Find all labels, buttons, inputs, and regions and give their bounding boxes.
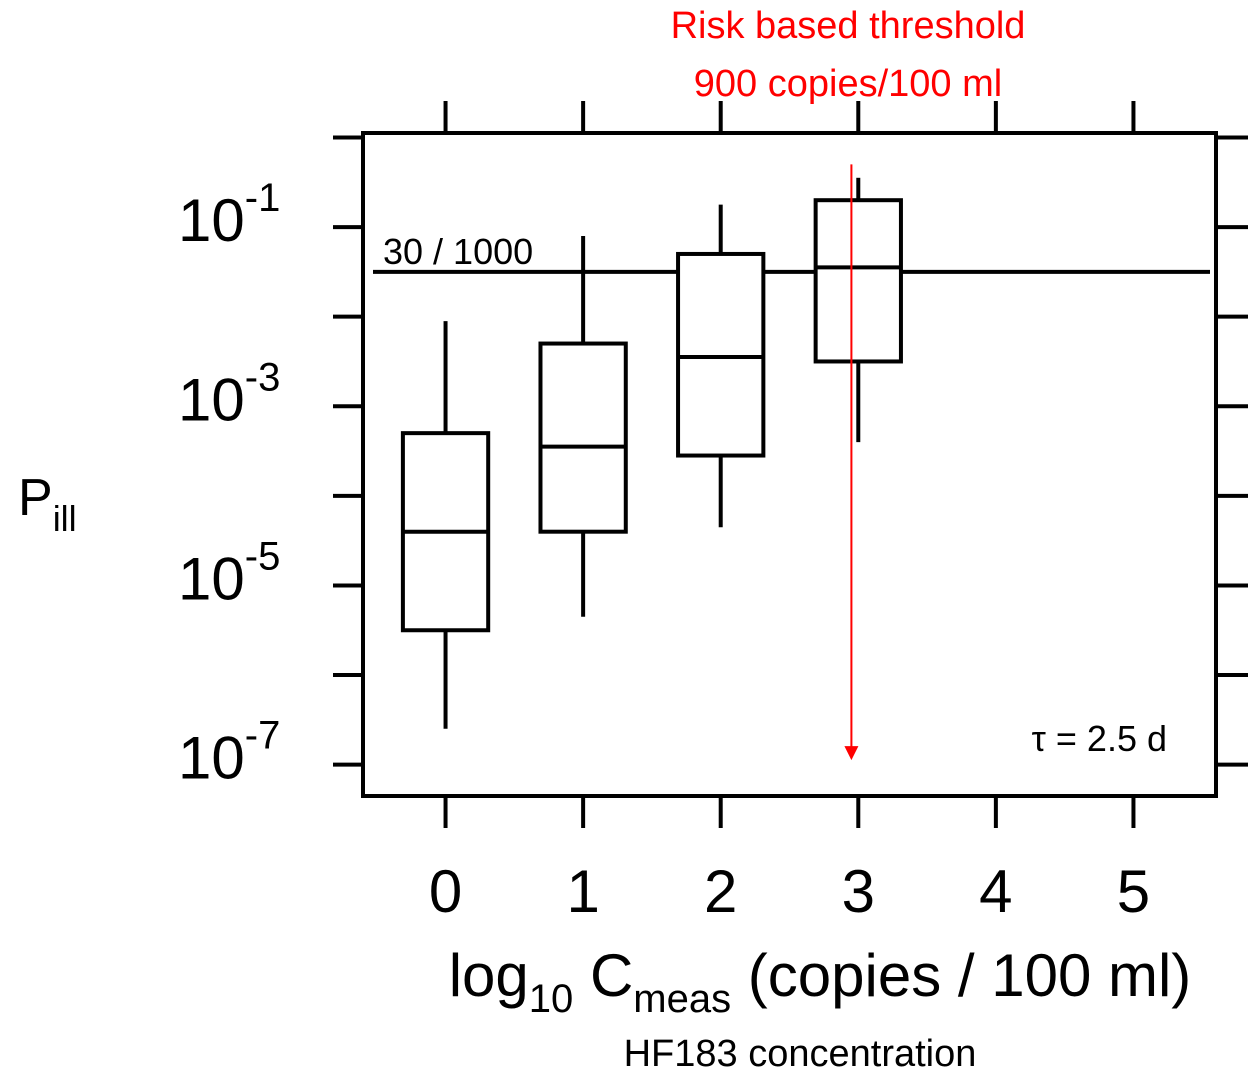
- tau-annotation: τ = 2.5 d: [1032, 718, 1167, 759]
- box-3: [813, 198, 903, 364]
- y-tick-label-0: 10-1: [178, 176, 280, 254]
- y-tick-label-exp-1: -3: [245, 355, 281, 399]
- y-tick-label-base-2: 10: [178, 545, 245, 612]
- y-tick-label-exp-3: -7: [245, 714, 281, 758]
- x-tick-label-3: 3: [842, 858, 875, 925]
- x-tick-label-5: 5: [1117, 858, 1150, 925]
- y-tick-label-base-3: 10: [178, 725, 245, 792]
- x-axis-label: log10 Cmeas (copies / 100 ml): [449, 942, 1192, 1021]
- x-tick-label-2: 2: [704, 858, 737, 925]
- threshold-label: 30 / 1000: [383, 231, 533, 272]
- y-tick-labels: 10-110-310-510-7: [178, 176, 280, 792]
- x-axis-label-base: log: [449, 942, 529, 1009]
- box-1: [538, 341, 628, 534]
- y-axis-label-base: P: [18, 469, 53, 527]
- x-tick-label-4: 4: [979, 858, 1012, 925]
- risk-title-line1: Risk based threshold: [671, 5, 1026, 47]
- y-tick-label-exp-2: -5: [245, 534, 281, 578]
- y-axis-label-sub: ill: [53, 498, 77, 539]
- plot-frame: [361, 131, 1218, 798]
- axis-ticks: [333, 101, 1248, 828]
- y-axis-label: Pill: [18, 469, 77, 539]
- y-tick-label-base-0: 10: [178, 187, 245, 254]
- x-axis-label-rest: (copies / 100 ml): [731, 942, 1191, 1009]
- risk-arrow-head: [844, 746, 859, 761]
- risk-arrow: [844, 164, 859, 761]
- risk-title-line2: 900 copies/100 ml: [694, 63, 1002, 105]
- y-tick-label-base-1: 10: [178, 366, 245, 433]
- box-series: [400, 177, 903, 729]
- box-2: [676, 251, 766, 458]
- x-axis-sublabel: HF183 concentration: [624, 1033, 977, 1075]
- x-tick-label-0: 0: [429, 858, 462, 925]
- x-axis-label-mid: C: [573, 942, 633, 1009]
- y-tick-label-2: 10-5: [178, 534, 280, 612]
- y-tick-label-3: 10-7: [178, 714, 280, 792]
- x-axis-label-sub2: meas: [633, 977, 731, 1021]
- x-axis-label-sub1: 10: [529, 977, 574, 1021]
- x-tick-labels: 0 1 2 3 4 5: [429, 858, 1150, 925]
- y-tick-label-1: 10-3: [178, 355, 280, 433]
- x-tick-label-1: 1: [566, 858, 599, 925]
- y-tick-label-exp-0: -1: [245, 176, 281, 220]
